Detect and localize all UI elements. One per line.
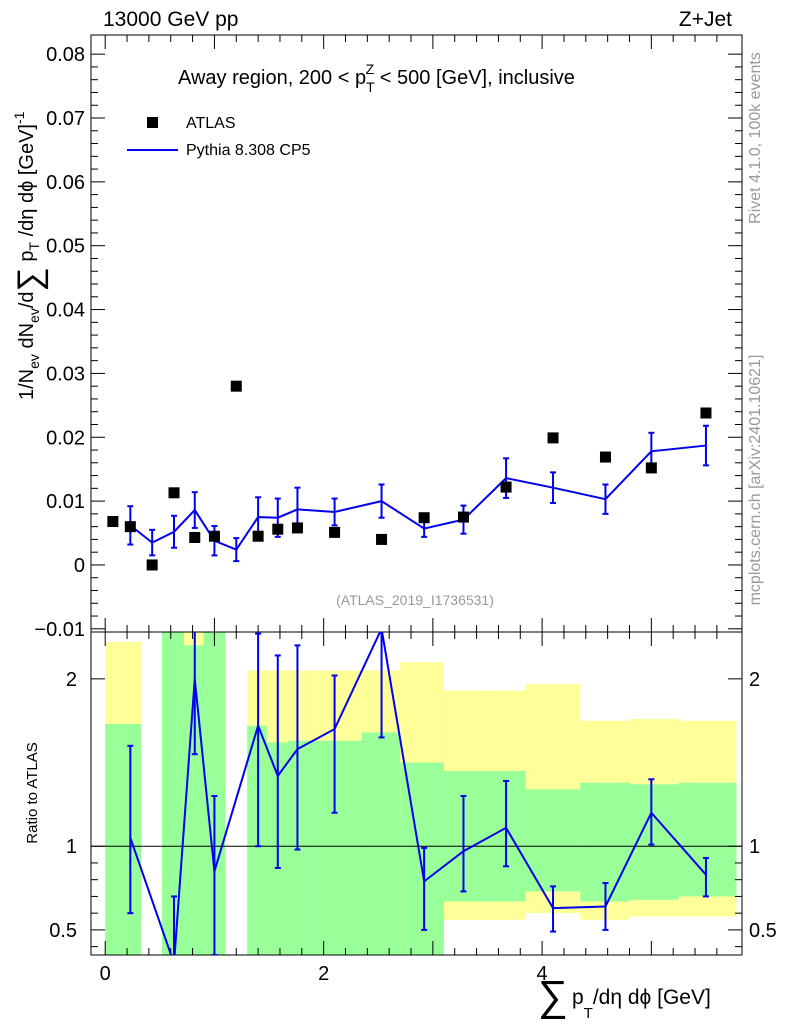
atlas-data-point: [418, 512, 430, 524]
ratio-band-green: [482, 770, 526, 902]
ratio-y-tick-label-right: 0.5: [749, 920, 777, 942]
x-tick-label: 0: [100, 963, 111, 985]
ratio-y-tick-label: 1: [66, 836, 77, 858]
ratio-series: [127, 632, 709, 955]
atlas-series: [107, 380, 712, 571]
y-tick-label: 0.06: [46, 172, 85, 194]
atlas-data-point: [146, 559, 158, 571]
ratio-y-axis-label: Ratio to ATLAS: [24, 742, 41, 843]
ratio-y-tick-label-right: 1: [749, 836, 760, 858]
ratio-y-tick-label: 2: [66, 669, 77, 691]
ratio-band-green: [247, 725, 267, 955]
y-tick-label: 0: [74, 555, 85, 577]
atlas-data-point: [189, 532, 201, 544]
atlas-data-point: [376, 533, 388, 545]
y-tick-label: 0.03: [46, 363, 85, 385]
y-tick-label: 0.08: [46, 44, 85, 66]
rivet-version-label: Rivet 4.1.0, 100k events: [747, 52, 764, 224]
atlas-data-point: [272, 523, 284, 535]
main-y-axis-label: 1/Nev dNev/d∑ pT /dη dϕ [GeV]-1: [11, 111, 49, 400]
analysis-watermark: (ATLAS_2019_I1736531): [336, 592, 494, 608]
x-tick-label: 4: [537, 963, 548, 985]
atlas-data-point: [599, 451, 611, 463]
atlas-data-point: [168, 487, 180, 499]
ratio-band-green: [580, 782, 630, 902]
ratio-plot-frame: [90, 631, 743, 956]
main-y-axis: −0.01 0 0.01 0.02 0.03 0.04 0.05 0.06 0.07 0.08: [34, 44, 742, 641]
x-axis-label: ∑ pT/dη dϕ [GeV]: [538, 972, 711, 1022]
pythia-line: [129, 444, 707, 551]
atlas-data-point: [252, 530, 264, 542]
ratio-band-green: [203, 632, 226, 955]
ratio-band-green: [361, 732, 401, 955]
ratio-band-green: [161, 632, 184, 955]
ratio-band-green: [525, 789, 581, 892]
legend: ATLAS Pythia 8.308 CP5: [127, 115, 311, 159]
y-tick-label: 0.01: [46, 491, 85, 513]
ratio-y-tick-label: 0.5: [49, 920, 77, 942]
ratio-uncertainty-bands: [105, 632, 737, 955]
atlas-data-point: [124, 521, 136, 533]
chart-title: Away region, 200 < pTZ < 500 [GeV], incl…: [178, 61, 575, 95]
y-tick-label: −0.01: [34, 619, 85, 641]
legend-atlas-marker: [147, 117, 158, 128]
mcplots-label: mcplots.cern.ch [arXiv:2401.10621]: [747, 355, 764, 606]
header-energy-label: 13000 GeV pp: [103, 8, 238, 31]
y-tick-label: 0.07: [46, 108, 85, 130]
atlas-data-point: [645, 462, 657, 474]
atlas-data-point: [230, 380, 242, 392]
atlas-data-point: [547, 432, 559, 444]
ratio-band-green: [400, 762, 444, 955]
ratio-y-tick-label-right: 2: [749, 669, 760, 691]
header-process-label: Z+Jet: [679, 8, 732, 31]
atlas-data-point: [107, 516, 119, 528]
atlas-data-point: [291, 522, 303, 534]
x-tick-label: 2: [318, 963, 329, 985]
atlas-data-point: [700, 407, 712, 419]
atlas-data-point: [329, 526, 341, 538]
atlas-data-point: [500, 481, 512, 493]
y-tick-label: 0.04: [46, 300, 85, 322]
legend-pythia-label: Pythia 8.308 CP5: [186, 142, 311, 159]
x-axis: 0 2 4: [100, 35, 718, 985]
ratio-band-green: [105, 724, 142, 955]
atlas-data-point: [208, 530, 220, 542]
y-tick-label: 0.02: [46, 427, 85, 449]
ratio-line: [129, 632, 707, 955]
atlas-data-point: [457, 511, 469, 523]
y-tick-label: 0.05: [46, 236, 85, 258]
legend-atlas-label: ATLAS: [186, 115, 236, 132]
ratio-band-green: [678, 782, 737, 897]
